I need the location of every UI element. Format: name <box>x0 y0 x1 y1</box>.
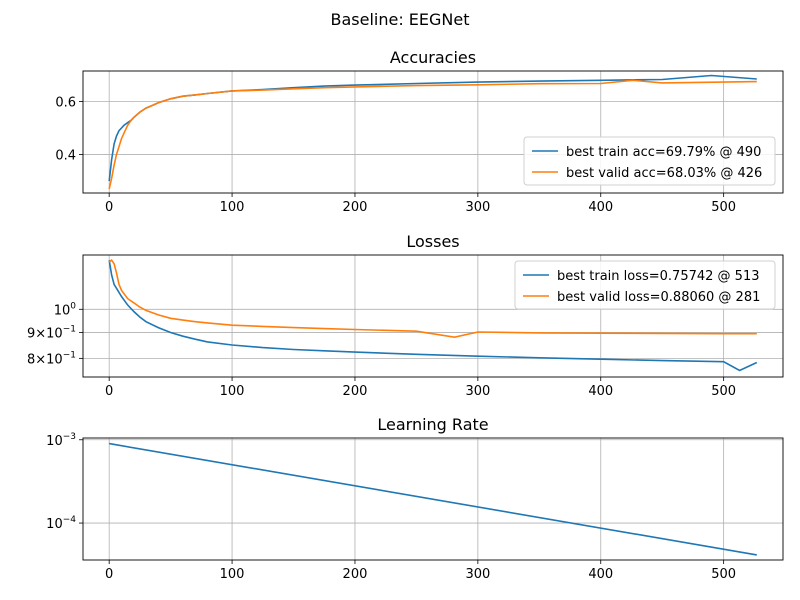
panels: 0 100 200 300 400 500 0.4 0.6 Accuracies best tra… <box>27 48 784 582</box>
series-line-valid <box>108 79 757 190</box>
plot-frame <box>82 70 784 194</box>
x-tick-label: 0 <box>105 567 113 582</box>
y-tick-label: 8×10−1 <box>27 350 76 367</box>
x-tick-label: 0 <box>105 384 113 399</box>
chart-panel-2: 0 100 200 300 400 500 100 9×10−1 8×10−1 Losses bes… <box>27 232 784 399</box>
y-tick-label: 10−4 <box>46 515 76 532</box>
chart-panel-3: 0 100 200 300 400 500 10−3 10−4 Learning Rate <box>46 415 784 582</box>
x-tick-label: 400 <box>588 567 613 582</box>
x-tick-label: 300 <box>465 567 490 582</box>
x-tick-label: 0 <box>105 200 113 215</box>
legend-label: best train loss=0.75742 @ 513 <box>557 269 759 284</box>
y-tick-label: 0.4 <box>55 149 76 164</box>
legend-label: best train acc=69.79% @ 490 <box>566 145 761 160</box>
series-line-train <box>109 442 757 556</box>
panel-title: Losses <box>406 232 459 251</box>
x-tick-label: 300 <box>465 384 490 399</box>
legend-label: best valid loss=0.88060 @ 281 <box>557 290 760 305</box>
legend-label: best valid acc=68.03% @ 426 <box>566 166 762 181</box>
legend: best train acc=69.79% @ 490 best valid ac… <box>523 136 776 186</box>
x-tick-label: 200 <box>343 384 368 399</box>
plot-frame <box>82 437 784 561</box>
series-line-train <box>108 260 758 372</box>
y-tick-label: 0.6 <box>55 96 76 111</box>
x-tick-label: 300 <box>465 200 490 215</box>
panel-title: Learning Rate <box>377 415 488 434</box>
x-tick-label: 500 <box>711 200 736 215</box>
x-tick-label: 100 <box>220 200 245 215</box>
x-tick-label: 500 <box>711 384 736 399</box>
legend: best train loss=0.75742 @ 513 best valid … <box>514 260 776 310</box>
chart-panel-1: 0 100 200 300 400 500 0.4 0.6 Accuracies best tra… <box>55 48 784 215</box>
legend-box <box>514 260 776 310</box>
y-tick-label: 9×10−1 <box>27 324 76 341</box>
x-tick-label: 100 <box>220 384 245 399</box>
series-line-valid <box>108 259 757 339</box>
x-tick-label: 400 <box>588 200 613 215</box>
y-tick-label: 10−3 <box>46 432 76 449</box>
x-tick-label: 200 <box>343 567 368 582</box>
plot-frame <box>82 254 784 378</box>
legend-box <box>523 136 776 186</box>
x-tick-label: 200 <box>343 200 368 215</box>
x-tick-label: 400 <box>588 384 613 399</box>
figure-suptitle: Baseline: EEGNet <box>330 10 469 29</box>
y-tick-label: 100 <box>54 301 77 318</box>
panel-title: Accuracies <box>390 48 476 67</box>
x-tick-label: 500 <box>711 567 736 582</box>
x-tick-label: 100 <box>220 567 245 582</box>
